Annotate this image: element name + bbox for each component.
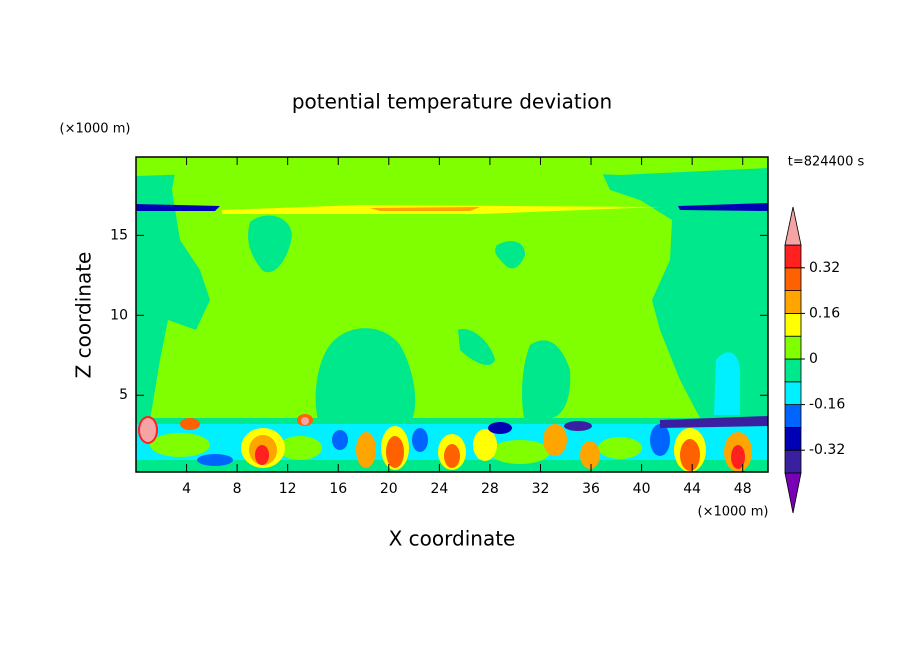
x-tick-label: 8 (233, 481, 242, 497)
colorbar-box (784, 267, 802, 291)
contour-region (278, 436, 322, 460)
contour-region (580, 441, 600, 469)
colorbar-box (784, 381, 802, 405)
contour-region (598, 437, 642, 459)
contour-region (370, 207, 480, 211)
contour-region (255, 445, 269, 465)
contour-region (473, 429, 497, 461)
x-unit: (×1000 m) (698, 505, 769, 520)
chart-title: potential temperature deviation (292, 90, 612, 114)
contour-region (522, 340, 571, 418)
contour-region (495, 241, 525, 269)
x-tick-label: 12 (279, 481, 297, 497)
contour-region (136, 157, 768, 178)
contour-region (444, 444, 460, 468)
time-annotation: t=824400 s (788, 155, 865, 170)
colorbar-tick-label: 0.16 (809, 305, 840, 321)
contour-region (150, 433, 210, 457)
colorbar-tick-label: 0.32 (809, 260, 840, 276)
contour-region (490, 440, 550, 464)
contour-region (543, 424, 567, 456)
colorbar-box (784, 426, 802, 451)
contour-region (197, 454, 233, 466)
contour-region (136, 418, 768, 424)
contour-region (136, 204, 220, 211)
contour-region (488, 422, 512, 434)
y-axis-label: Z coordinate (72, 252, 96, 379)
contour-region (332, 430, 348, 450)
contour-region (248, 215, 292, 273)
colorbar-box (784, 244, 802, 269)
y-tick-label: 15 (110, 227, 128, 243)
contour-region (356, 432, 376, 468)
x-axis-label: X coordinate (389, 527, 516, 551)
x-tick-label: 4 (182, 481, 191, 497)
colorbar-over (784, 206, 802, 246)
contour-field (136, 157, 768, 472)
contour-region (180, 418, 200, 430)
x-tick-label: 16 (329, 481, 347, 497)
colorbar-tick-label: -0.32 (809, 442, 845, 458)
contour-region (140, 418, 156, 442)
plot-frame (135, 156, 769, 473)
x-tick-label: 44 (683, 481, 701, 497)
contour-region (301, 417, 309, 425)
contour-region (386, 436, 404, 468)
colorbar-box (784, 404, 802, 428)
colorbar-under (784, 472, 802, 514)
contour-region (564, 421, 592, 431)
x-tick-label: 32 (532, 481, 550, 497)
contour-region (714, 352, 741, 415)
colorbar-tick-label: -0.16 (809, 397, 845, 413)
y-tick-label: 5 (119, 387, 128, 403)
contour-region (660, 416, 768, 428)
y-unit: (×1000 m) (60, 122, 131, 137)
y-tick-label: 10 (110, 307, 128, 323)
x-tick-label: 36 (582, 481, 600, 497)
contour-region (315, 328, 416, 420)
contour-region (412, 428, 428, 452)
contour-region (731, 445, 745, 469)
contour-region (136, 157, 210, 420)
x-tick-label: 20 (380, 481, 398, 497)
contour-region (650, 424, 670, 456)
contour-region (458, 329, 495, 366)
x-tick-label: 48 (734, 481, 752, 497)
contour-region (680, 439, 700, 471)
x-tick-label: 28 (481, 481, 499, 497)
colorbar-tick-label: 0 (809, 351, 818, 367)
colorbar-box (784, 312, 802, 337)
x-tick-label: 24 (430, 481, 448, 497)
colorbar-box (784, 358, 802, 383)
colorbar-box (784, 335, 802, 360)
colorbar-box (784, 290, 802, 314)
contour-region (678, 203, 768, 211)
x-tick-label: 40 (633, 481, 651, 497)
colorbar-box (784, 449, 802, 474)
